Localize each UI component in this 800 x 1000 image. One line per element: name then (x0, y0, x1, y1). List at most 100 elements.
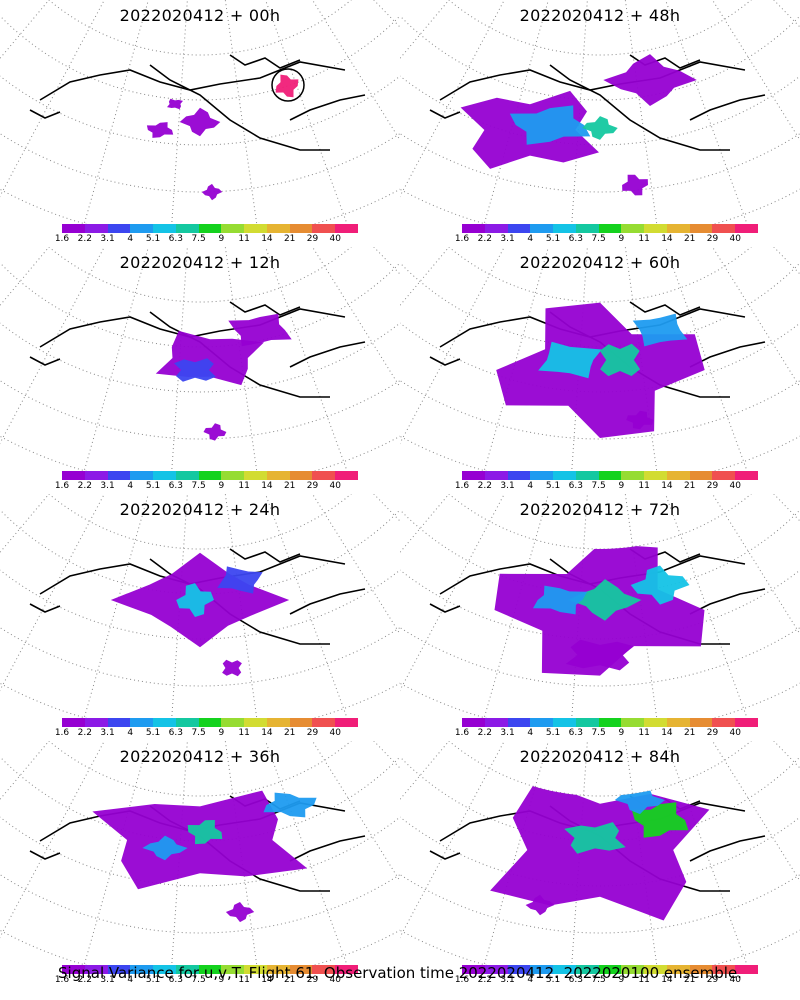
latitude-line (0, 15, 400, 101)
colorbar-swatch (712, 965, 736, 974)
colorbar-tick-label: 1.6 (54, 481, 70, 491)
colorbar-swatch (666, 224, 690, 233)
colorbar-swatch (644, 224, 667, 233)
longitude-line (311, 247, 400, 388)
colorbar-swatch (153, 224, 176, 233)
colorbar-swatch (266, 718, 290, 727)
colorbar-tick-label: 3.1 (100, 975, 115, 985)
colorbar-tick-label: 9 (618, 728, 625, 738)
colorbar-tick-label: 6.3 (168, 975, 184, 985)
colorbar-tick-label: 6.3 (168, 481, 184, 491)
colorbar-swatch (289, 965, 313, 974)
longitude-line (171, 0, 188, 224)
variance-contour (565, 639, 634, 671)
colorbar-tick-label: 1.6 (454, 728, 470, 738)
variance-contour (582, 116, 618, 140)
longitude-line (0, 741, 50, 801)
colorbar-swatch (621, 224, 645, 233)
colorbar-swatch (575, 965, 599, 974)
longitude-line (400, 247, 450, 307)
coastline (429, 109, 461, 119)
colorbar-tick-label: 11 (238, 975, 250, 985)
colorbar-tick-label: 21 (683, 481, 696, 491)
colorbar-swatch (712, 471, 736, 480)
longitude-line (400, 741, 450, 801)
colorbar-swatch (553, 471, 576, 480)
colorbar-ticks: 1.6 2.2 3.1 4 5.1 6.3 7.5 9 11 14 21 29 40 (55, 234, 358, 246)
coastline (629, 301, 701, 316)
coastline (429, 356, 461, 366)
colorbar-swatch (462, 965, 485, 974)
colorbar-swatch (735, 471, 758, 480)
colorbar-swatch (312, 224, 336, 233)
colorbar-swatch (735, 224, 758, 233)
map-panel: 2022020412 + 84h 1.6 2.2 3.1 4 5.1 6.3 7.5 9 11 14… (400, 741, 800, 986)
colorbar-ticks: 1.6 2.2 3.1 4 5.1 6.3 7.5 9 11 14 21 29 40 (455, 481, 758, 493)
variance-contour (222, 659, 242, 677)
colorbar-swatch (175, 718, 199, 727)
colorbar-swatch (598, 718, 622, 727)
colorbar-tick-label: 5.1 (545, 481, 561, 491)
colorbar-tick-label: 21 (283, 481, 296, 491)
panel-title: 2022020412 + 60h (519, 253, 681, 272)
colorbar-swatch (507, 471, 531, 480)
colorbar-tick-label: 40 (729, 481, 741, 491)
colorbar-tick-label: 11 (238, 728, 250, 738)
longitude-line (311, 741, 400, 882)
variance-contour (564, 822, 626, 854)
colorbar-tick-label: 5.1 (145, 975, 161, 985)
colorbar-tick-label: 3.1 (500, 234, 515, 244)
colorbar-tick-label: 1.6 (454, 234, 470, 244)
coastline (689, 94, 766, 121)
coastline (549, 64, 730, 151)
longitude-line (711, 0, 800, 141)
variance-contour (603, 54, 697, 106)
colorbar-swatch (530, 471, 554, 480)
longitude-line (0, 247, 105, 445)
coastline (229, 301, 301, 316)
variance-contour (174, 358, 216, 382)
polar-map (0, 247, 400, 471)
colorbar-tick-label: 3.1 (100, 234, 115, 244)
colorbar-tick-label: 2.2 (477, 481, 492, 491)
colorbar-tick-label: 7.5 (191, 728, 206, 738)
colorbar-swatch (644, 471, 667, 480)
colorbar-swatch (175, 471, 199, 480)
colorbar-swatch (221, 471, 245, 480)
colorbar-tick-label: 6.3 (568, 975, 584, 985)
colorbar-swatch (598, 224, 622, 233)
colorbar-swatch (507, 965, 531, 974)
colorbar-tick-label: 1.6 (54, 975, 70, 985)
variance-contour (275, 74, 299, 98)
map-panel: 2022020412 + 24h 1.6 2.2 3.1 4 5.1 6.3 7.5 9 11 14… (0, 494, 400, 739)
colorbar-tick-label: 9 (218, 234, 225, 244)
latitude-line (48, 247, 352, 303)
colorbar-tick-label: 14 (661, 728, 673, 738)
coastline (689, 835, 766, 862)
colorbar-tick-label: 40 (729, 975, 741, 985)
colorbar-swatch (130, 471, 154, 480)
colorbar-swatch (689, 965, 713, 974)
colorbar-swatch (462, 224, 485, 233)
colorbar-swatch (689, 224, 713, 233)
colorbar-tick-label: 3.1 (100, 728, 115, 738)
colorbar-tick-label: 40 (729, 728, 741, 738)
colorbar-swatch (598, 471, 622, 480)
latitude-line (400, 15, 800, 101)
colorbar-tick-label: 14 (261, 481, 273, 491)
coastline (39, 308, 346, 348)
latitude-line (0, 75, 400, 146)
colorbar-swatch (335, 471, 358, 480)
colorbar-swatch (62, 718, 85, 727)
variance-contour (568, 579, 642, 621)
colorbar-swatch (462, 471, 485, 480)
colorbar-tick-label: 1.6 (454, 481, 470, 491)
colorbar-swatch (312, 471, 336, 480)
figure-caption: Signal Variance for u,v,T. Flight 61. Ob… (58, 964, 742, 982)
colorbar-swatch (130, 965, 154, 974)
map-panel: 2022020412 + 12h 1.6 2.2 3.1 4 5.1 6.3 7.5 9 11 14… (0, 247, 400, 492)
latitude-line (448, 0, 752, 56)
longitude-line (83, 247, 149, 471)
colorbar-swatch (289, 718, 313, 727)
colorbar-swatch (221, 224, 245, 233)
